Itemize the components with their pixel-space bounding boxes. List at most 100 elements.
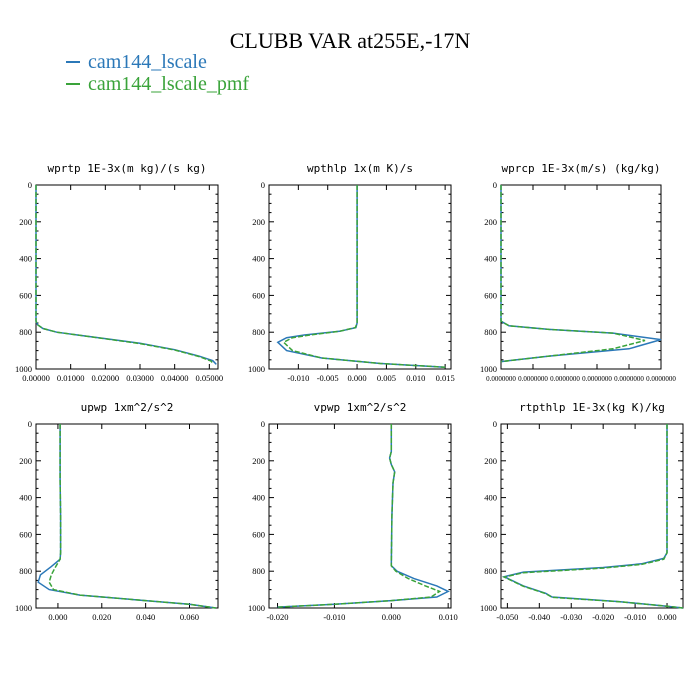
panel-0: wprtp 1E-3x(m kg)/(s kg) 0 200 400 600 800 100…: [15, 162, 223, 383]
y-tick-label: 600: [252, 529, 265, 539]
y-tick-label: 200: [19, 456, 32, 466]
x-tick-label: 0.04000: [161, 373, 189, 383]
panel-1: wpthlp 1x(m K)/s 0 200 400 600 800 1000 -0.010-…: [248, 162, 455, 383]
legend-entry-lscale: cam144_lscale: [66, 51, 249, 73]
y-tick-label: 1000: [248, 364, 265, 374]
x-tick-label: 0.040: [136, 612, 155, 622]
series-line-cam144_lscale: [37, 424, 216, 609]
y-tick-label: 400: [19, 493, 32, 503]
y-tick-label: 600: [484, 529, 497, 539]
plot-frame: [35, 423, 219, 609]
plot-frame: [500, 423, 684, 609]
y-tick-label: 400: [484, 493, 497, 503]
x-tick-label: -0.010: [624, 612, 646, 622]
y-tick-label: 1000: [480, 603, 497, 613]
x-tick-label: -0.005: [317, 373, 339, 383]
x-tick-label: -0.030: [560, 612, 582, 622]
series-line-cam144_lscale_pmf: [500, 185, 646, 363]
series-line-cam144_lscale_pmf: [501, 424, 684, 609]
x-tick-label: -0.020: [267, 612, 289, 622]
panel-2: wprcp 1E-3x(m/s) (kg/kg) 0 200 400 600 800 100…: [480, 162, 676, 383]
y-tick-label: 800: [252, 327, 265, 337]
x-tick-label: 0.03000: [126, 373, 154, 383]
x-tick-label: 0.000: [382, 612, 401, 622]
legend-label: cam144_lscale_pmf: [88, 73, 250, 95]
x-tick-label: 0.015: [436, 373, 455, 383]
y-tick-label: 1000: [248, 603, 265, 613]
series-line-cam144_lscale_pmf: [35, 185, 214, 365]
plot-frame: [500, 184, 662, 370]
x-tick-label: 0.010: [439, 612, 458, 622]
panel-title: upwp 1xm^2/s^2: [81, 401, 174, 414]
x-tick-label: 0.000: [348, 373, 367, 383]
y-tick-label: 0: [28, 180, 32, 190]
panel-title: rtpthlp 1E-3x(kg K)/kg: [519, 401, 665, 414]
legend-swatch: [66, 83, 80, 85]
series-line-cam144_lscale: [501, 424, 684, 609]
panel-title: vpwp 1xm^2/s^2: [314, 401, 407, 414]
x-tick-label: 0.010: [406, 373, 425, 383]
x-tick-label: 0.060: [180, 612, 199, 622]
x-tick-label: 0.0000000: [518, 375, 548, 383]
y-tick-label: 0: [261, 419, 265, 429]
series-line-cam144_lscale_pmf: [277, 424, 442, 608]
y-tick-label: 1000: [15, 603, 32, 613]
y-tick-label: 600: [484, 290, 497, 300]
x-tick-label: -0.040: [528, 612, 550, 622]
x-tick-label: -0.020: [592, 612, 614, 622]
series-line-cam144_lscale: [35, 185, 217, 365]
y-tick-label: 1000: [480, 364, 497, 374]
y-tick-label: 800: [252, 566, 265, 576]
x-tick-label: 0.0000000: [582, 375, 612, 383]
y-tick-label: 600: [19, 529, 32, 539]
y-tick-label: 0: [28, 419, 32, 429]
y-tick-label: 800: [484, 566, 497, 576]
x-tick-label: 0.005: [377, 373, 396, 383]
y-tick-label: 200: [484, 456, 497, 466]
x-tick-label: 0.0000000: [614, 375, 644, 383]
legend-label: cam144_lscale: [88, 51, 207, 73]
y-tick-label: 200: [252, 217, 265, 227]
legend-entry-pmf: cam144_lscale_pmf: [66, 73, 249, 95]
plot-frame: [268, 423, 452, 609]
series-line-cam144_lscale: [277, 424, 450, 608]
x-tick-label: 0.000: [48, 612, 67, 622]
y-tick-label: 400: [484, 254, 497, 264]
y-tick-label: 600: [19, 290, 32, 300]
legend: cam144_lscale cam144_lscale_pmf: [66, 51, 249, 95]
y-tick-label: 200: [19, 217, 32, 227]
panel-5: rtpthlp 1E-3x(kg K)/kg 0 200 400 600 800 1000 -…: [480, 401, 684, 622]
panel-title: wprtp 1E-3x(m kg)/(s kg): [48, 162, 207, 175]
series-line-cam144_lscale: [276, 185, 446, 368]
y-tick-label: 800: [484, 327, 497, 337]
y-tick-label: 0: [493, 180, 497, 190]
x-tick-label: 0.000: [657, 612, 676, 622]
panel-title: wpthlp 1x(m K)/s: [307, 162, 413, 175]
y-tick-label: 400: [19, 254, 32, 264]
x-tick-label: 0.05000: [196, 373, 224, 383]
x-tick-label: 0.0000000: [550, 375, 580, 383]
y-tick-label: 800: [19, 327, 32, 337]
x-tick-label: -0.010: [287, 373, 309, 383]
legend-swatch: [66, 61, 80, 63]
panel-4: vpwp 1xm^2/s^2 0 200 400 600 800 1000-0.020 -0.…: [248, 401, 458, 622]
x-tick-label: 0.0000000: [486, 375, 516, 383]
y-tick-label: 0: [493, 419, 497, 429]
y-tick-label: 800: [19, 566, 32, 576]
x-tick-label: 0.020: [92, 612, 111, 622]
series-line-cam144_lscale_pmf: [282, 185, 446, 368]
y-tick-label: 200: [484, 217, 497, 227]
x-tick-label: 0.02000: [92, 373, 120, 383]
plot-frame: [268, 184, 452, 370]
series-line-cam144_lscale: [500, 185, 662, 363]
y-tick-label: 400: [252, 254, 265, 264]
y-tick-label: 400: [252, 493, 265, 503]
panel-3: upwp 1xm^2/s^2 0 200 400 600 800 1000 0.000 0.02…: [15, 401, 219, 622]
x-tick-label: 0.0000000: [646, 375, 676, 383]
x-tick-label: 0.00000: [22, 373, 50, 383]
panel-title: wprcp 1E-3x(m/s) (kg/kg): [502, 162, 661, 175]
page-title: CLUBB VAR at255E,-17N: [229, 28, 471, 53]
x-tick-label: -0.010: [323, 612, 345, 622]
